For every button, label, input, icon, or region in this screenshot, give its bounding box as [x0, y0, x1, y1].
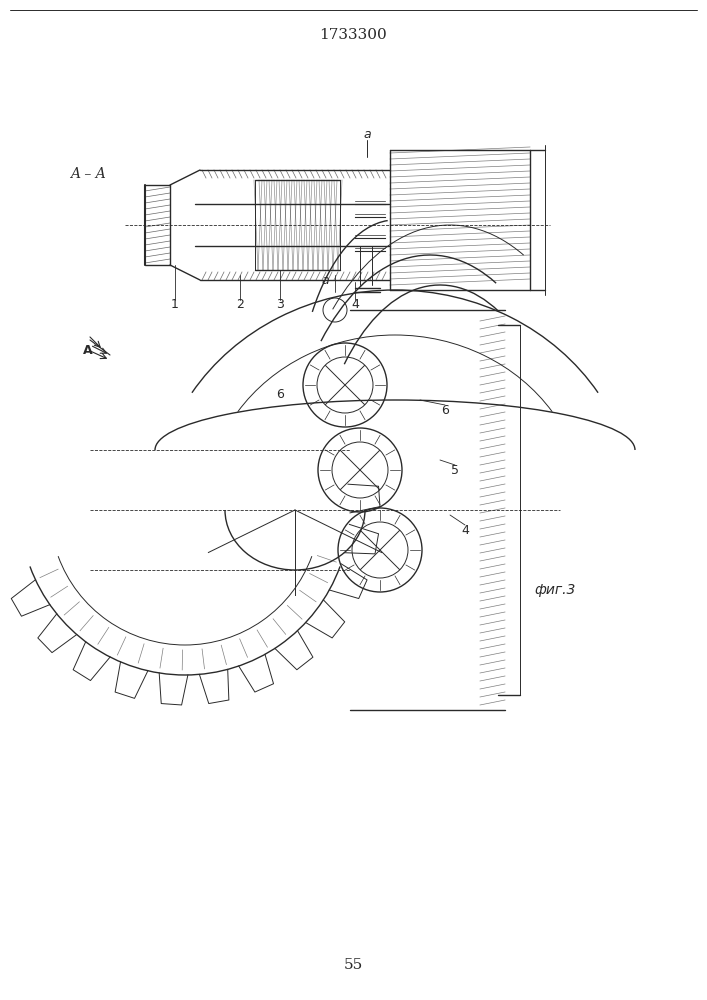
- Text: фиг.3: фиг.3: [534, 583, 575, 597]
- Text: 6: 6: [276, 388, 284, 401]
- Text: 6: 6: [441, 403, 449, 416]
- Text: A: A: [83, 344, 93, 357]
- Text: A – A: A – A: [70, 167, 106, 181]
- Text: 1: 1: [171, 298, 179, 312]
- Text: a: a: [363, 128, 370, 141]
- Text: 2: 2: [236, 298, 244, 312]
- Text: 3: 3: [276, 298, 284, 312]
- Text: 55: 55: [344, 958, 363, 972]
- Text: 4: 4: [461, 524, 469, 536]
- Text: 4: 4: [351, 298, 359, 312]
- Text: 1733300: 1733300: [319, 28, 387, 42]
- Text: 5: 5: [451, 464, 459, 477]
- Text: a: a: [321, 273, 329, 286]
